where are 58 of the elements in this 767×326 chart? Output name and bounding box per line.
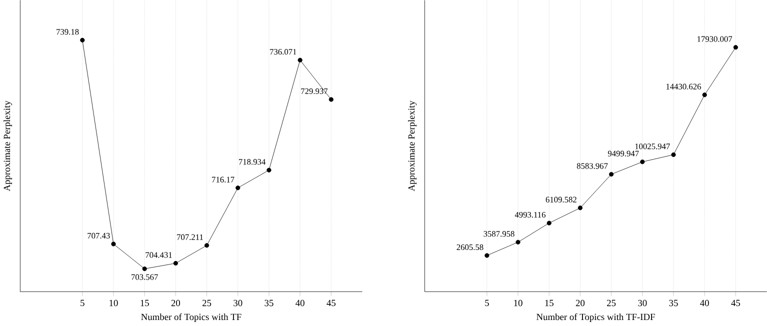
point: [204, 243, 210, 248]
point: [516, 240, 520, 245]
data-label: 10025.947: [635, 144, 670, 150]
data-label: 14430.626: [666, 84, 702, 90]
x-tick-label: 20: [171, 300, 180, 306]
x-tick-label: 30: [638, 300, 647, 306]
x-tick-label: 25: [607, 300, 616, 306]
point: [702, 92, 707, 98]
data-label: 707.43: [88, 233, 110, 239]
x-tick-label: 40: [700, 300, 709, 306]
x-tick-label: 5: [80, 300, 84, 306]
data-label: 703.567: [132, 274, 158, 280]
x-tick-label: 20: [576, 300, 585, 306]
point: [142, 266, 147, 272]
point: [640, 160, 645, 164]
x-tick-label: 40: [296, 300, 304, 306]
y-axis-title: Approximate Perplexity: [408, 100, 417, 192]
point: [484, 253, 490, 258]
x-tick-label: 35: [669, 300, 678, 306]
point: [671, 152, 676, 158]
data-label: 8583.967: [576, 163, 608, 170]
x-tick-label: 45: [731, 300, 740, 306]
data-label: 4993.116: [514, 212, 546, 218]
point: [298, 58, 302, 63]
point: [328, 97, 334, 102]
point: [733, 45, 738, 50]
data-label: 729.937: [301, 88, 328, 94]
point: [546, 221, 552, 226]
y-axis-title: Approximate Perplexity: [3, 100, 12, 192]
x-tick-label: 45: [326, 300, 336, 306]
x-tick-label: 15: [545, 300, 554, 306]
x-tick-label: 30: [234, 300, 242, 306]
point: [173, 261, 178, 266]
data-label: 3587.958: [484, 231, 514, 237]
point: [80, 38, 85, 43]
point: [236, 186, 240, 190]
data-label: 9499.947: [608, 151, 639, 157]
x-tick-label: 10: [514, 300, 522, 306]
point: [266, 168, 272, 173]
data-label: 739.18: [56, 29, 79, 35]
x-tick-label: 5: [485, 300, 489, 306]
data-label: 2605.58: [456, 244, 484, 250]
data-label: 718.934: [239, 159, 266, 165]
x-tick-label: 35: [264, 300, 274, 306]
data-label: 736.071: [270, 49, 296, 55]
point: [609, 172, 614, 177]
x-tick-label: 10: [110, 300, 118, 306]
data-label: 17930.007: [698, 36, 732, 42]
point: [578, 206, 583, 210]
x-axis-title: Number of Topics with TF-IDF: [536, 314, 655, 322]
point: [111, 242, 116, 247]
data-label: 707.211: [177, 234, 203, 240]
data-label: 704.431: [146, 252, 172, 258]
data-label: 716.17: [212, 177, 234, 183]
data-label: 6109.582: [546, 197, 576, 203]
x-tick-label: 15: [140, 300, 149, 306]
x-axis-title: Number of Topics with TF: [141, 314, 242, 322]
x-tick-label: 25: [202, 300, 212, 306]
